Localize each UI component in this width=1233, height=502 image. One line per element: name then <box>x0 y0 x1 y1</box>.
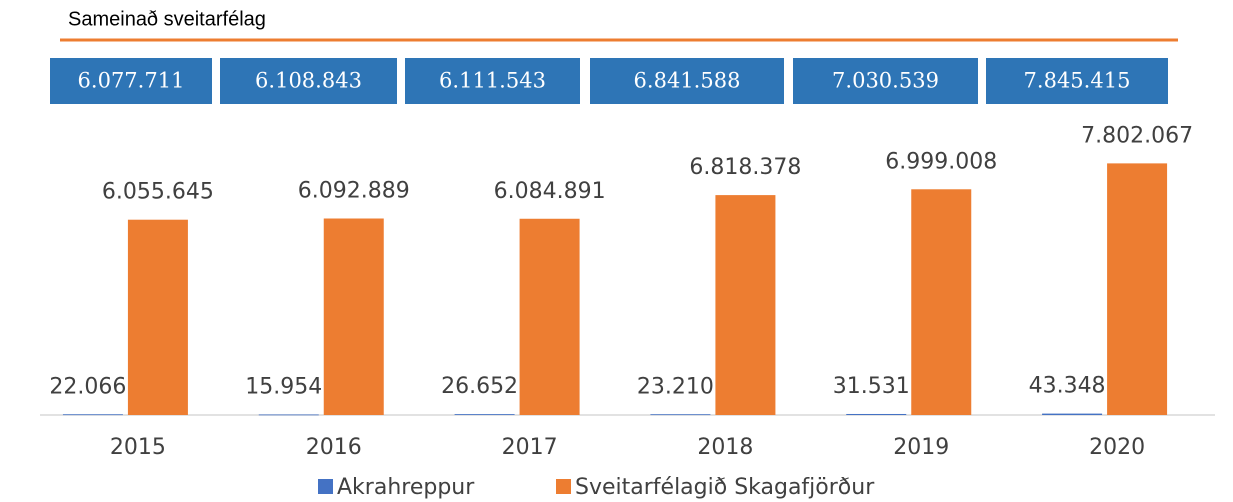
value-label: 6.055.645 <box>102 180 214 205</box>
value-label: 43.348 <box>1029 374 1106 399</box>
value-label: 6.999.008 <box>885 149 997 174</box>
value-label: 6.818.378 <box>689 155 801 180</box>
legend-swatch <box>318 479 333 494</box>
bar <box>258 414 319 416</box>
total-label: 6.841.588 <box>634 69 741 93</box>
total-label: 6.077.711 <box>78 69 185 93</box>
total-box <box>590 58 784 104</box>
bar <box>454 414 515 415</box>
chart-title: Sameinað sveitarfélag <box>68 8 266 30</box>
total-box <box>793 58 978 104</box>
legend-label: Akrahreppur <box>337 475 475 500</box>
bar <box>846 413 907 415</box>
total-box <box>986 58 1168 104</box>
value-label: 6.092.889 <box>298 179 410 204</box>
value-label: 26.652 <box>441 374 518 399</box>
bar <box>127 219 188 415</box>
bar <box>1107 163 1168 415</box>
x-tick-label: 2016 <box>306 435 362 460</box>
value-label: 6.084.891 <box>494 179 606 204</box>
bar <box>323 218 384 415</box>
x-tick-label: 2017 <box>502 435 558 460</box>
value-label: 31.531 <box>833 374 910 399</box>
bar <box>911 189 972 415</box>
bar <box>1042 413 1103 415</box>
legend-swatch <box>556 479 571 494</box>
bar <box>650 414 711 416</box>
bar <box>62 414 123 416</box>
x-tick-label: 2019 <box>893 435 949 460</box>
total-label: 7.030.539 <box>832 69 939 93</box>
value-label: 15.954 <box>245 374 322 399</box>
total-label: 6.108.843 <box>255 69 362 93</box>
value-label: 7.802.067 <box>1081 123 1193 148</box>
total-label: 6.111.543 <box>439 69 546 93</box>
x-tick-label: 2015 <box>110 435 166 460</box>
total-box <box>50 58 212 104</box>
total-box <box>405 58 580 104</box>
bar <box>519 218 580 415</box>
x-tick-label: 2020 <box>1089 435 1145 460</box>
total-box <box>220 58 397 104</box>
value-label: 23.210 <box>637 374 714 399</box>
bar <box>715 195 776 415</box>
total-label: 7.845.415 <box>1024 69 1131 93</box>
value-label: 22.066 <box>49 374 126 399</box>
legend-label: Sveitarfélagið Skagafjörður <box>575 475 875 500</box>
x-tick-label: 2018 <box>697 435 753 460</box>
